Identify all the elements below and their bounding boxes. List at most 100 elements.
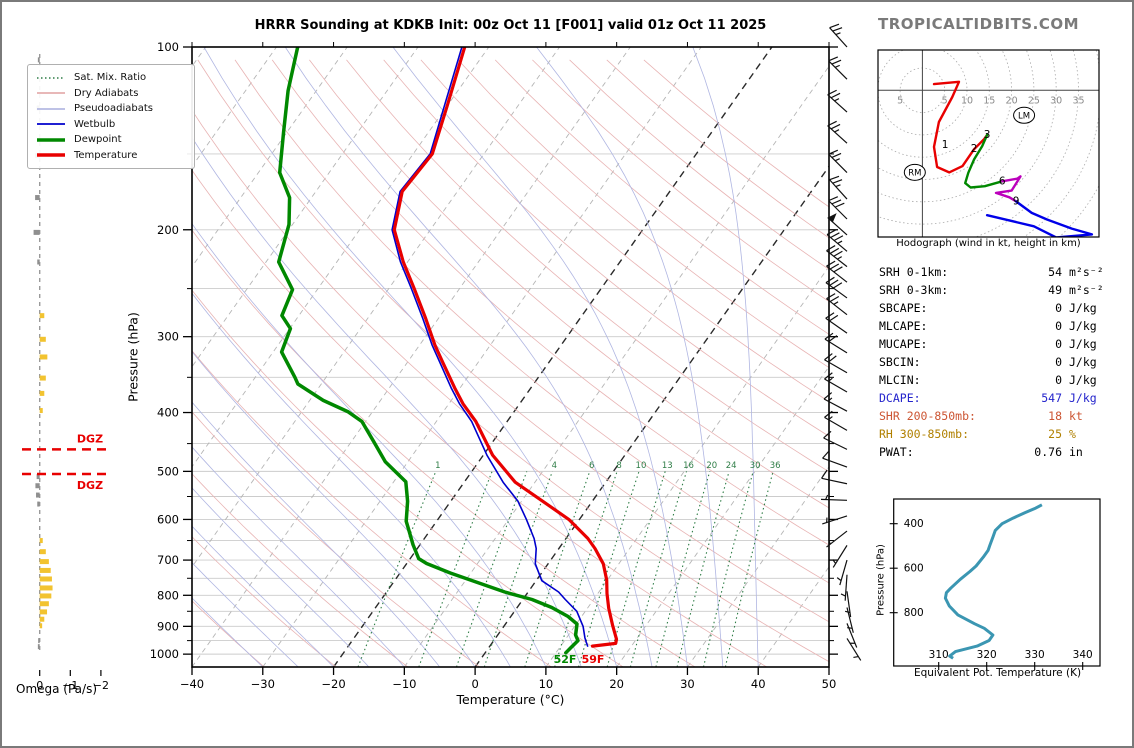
surface-dewpoint-label: 52F (554, 653, 577, 666)
stat-unit: in (1069, 445, 1083, 459)
wind-barb (836, 559, 848, 586)
hodo-ring-label: 20 (1006, 95, 1018, 106)
legend-item: Sat. Mix. Ratio (36, 70, 186, 86)
hodo-ring-label: 25 (1028, 95, 1040, 106)
wind-barb (824, 410, 848, 431)
legend-item: Pseudoadiabats (36, 101, 186, 117)
thetae-x-axis-label: Equivalent Pot. Temperature (K) (913, 667, 1082, 679)
legend-item: Wetbulb (36, 117, 186, 133)
stat-row: SHR 200-850mb: 18 kt (879, 407, 1131, 425)
pressure-tick-label: 800 (157, 588, 179, 602)
stat-label: DCAPE: (879, 391, 921, 405)
wind-barb (828, 56, 848, 80)
pressure-tick-label: 200 (157, 223, 179, 237)
wind-barb (826, 260, 848, 283)
legend-line-sample (37, 123, 65, 126)
hodograph-caption: Hodograph (wind in kt, height in km) (896, 238, 1081, 249)
stat-unit: % (1069, 427, 1076, 441)
wind-barb (826, 229, 848, 252)
temperature-tick-label: 0 (471, 677, 478, 691)
hodo-trace (994, 175, 1022, 203)
hodo-height-label: 1 (942, 139, 949, 151)
temperature-tick-label: 20 (609, 677, 624, 691)
wind-barb (822, 515, 848, 525)
hodo-ring-label: 10 (961, 95, 973, 106)
stat-label: MLCAPE: (879, 319, 928, 333)
hodo-height-label: 3 (984, 129, 991, 141)
stat-value: 0 (1055, 319, 1062, 333)
legend: Sat. Mix. Ratio Dry Adiabats Pseudoadiabat… (27, 64, 195, 169)
pressure-tick-label: 100 (157, 40, 179, 54)
temperature-tick-label: 30 (680, 677, 695, 691)
stat-label: SRH 0-1km: (879, 265, 949, 279)
stat-row: MLCAPE: 0 J/kg (879, 317, 1131, 335)
wind-barb (822, 450, 848, 468)
stat-row: SBCIN: 0 J/kg (879, 353, 1131, 371)
hodo-trace (932, 80, 989, 174)
mixing-ratio-label: 13 (662, 461, 673, 471)
dgz-label: DGZ (77, 432, 103, 445)
wind-barb (828, 149, 848, 173)
stat-unit: kt (1069, 409, 1083, 423)
stat-value: 0 (1055, 355, 1062, 369)
thetae-x-tick: 330 (1025, 649, 1045, 661)
temperature-tick-label: −40 (180, 677, 204, 691)
mixing-ratio-label: 24 (726, 461, 737, 471)
hodo-ring-label: 35 (1072, 95, 1084, 106)
wetbulb-curve (391, 47, 589, 647)
legend-item: Dewpoint (36, 132, 186, 148)
wind-barb (846, 623, 858, 648)
stat-unit: J/kg (1069, 355, 1097, 369)
temperature-tick-label: 40 (751, 677, 766, 691)
stat-unit: J/kg (1069, 337, 1097, 351)
mixing-ratio-label: 4 (552, 461, 557, 471)
legend-line-sample (37, 77, 65, 79)
wind-barb (828, 196, 848, 220)
wind-barb (825, 276, 848, 299)
sounding-curves (276, 47, 619, 655)
wind-barb (824, 372, 848, 393)
pressure-tick-label: 500 (157, 464, 179, 478)
stat-row: RH 300-850mb: 25% (879, 425, 1131, 443)
wind-barb (824, 332, 848, 354)
hodo-height-label: 2 (971, 143, 978, 155)
hodo-ring-label: 30 (1050, 95, 1062, 106)
stat-value: 0.76 (1034, 445, 1062, 459)
storm-motion-label: LM (1018, 111, 1030, 121)
stat-unit: m²s⁻² (1069, 265, 1104, 279)
temperature-tick-label: 10 (539, 677, 554, 691)
legend-line-sample (37, 153, 65, 157)
wind-barb (824, 353, 848, 374)
mixing-ratio-label: 20 (706, 461, 717, 471)
stat-label: SRH 0-3km: (879, 283, 949, 297)
surface-temp-labels: 52F 59F (554, 653, 605, 666)
thetae-curve (943, 503, 1043, 660)
mixing-ratio-label: 6 (589, 461, 594, 471)
storm-motion-label: RM (908, 168, 921, 178)
mixing-ratio-label: 1 (435, 461, 440, 471)
wind-barb (826, 293, 848, 316)
wind-barb (826, 530, 848, 548)
wind-barb (832, 545, 848, 568)
hodo-ring-label: 5 (942, 95, 948, 106)
stat-label: MUCAPE: (879, 337, 928, 351)
temperature-tick-label: 50 (822, 677, 837, 691)
stat-value: 25 (1048, 427, 1062, 441)
hodo-height-label: 9 (1013, 195, 1020, 207)
mixing-ratio-labels: 1 4 6 8 10 13 16 20 24 30 36 (435, 461, 780, 471)
mixing-ratio-label: 30 (750, 461, 761, 471)
temperature-tick-label: −20 (321, 677, 345, 691)
stat-value: 54 (1048, 265, 1062, 279)
legend-item-label: Sat. Mix. Ratio (74, 72, 147, 84)
stats-panel: SRH 0-1km: 54 m²s⁻² SRH 0-3km: 49 m²s⁻² SBCAPE… (879, 263, 1131, 461)
legend-line-sample (37, 138, 65, 142)
stat-row: MLCIN: 0 J/kg (879, 371, 1131, 389)
omega-tick-label: 0 (36, 679, 43, 692)
hodo-ring-label: 5 (897, 95, 903, 106)
wind-barb (825, 312, 848, 334)
wind-barb (846, 638, 862, 661)
hodo-height-label: 6 (999, 175, 1006, 187)
stat-label: RH 300-850mb: (879, 427, 970, 441)
